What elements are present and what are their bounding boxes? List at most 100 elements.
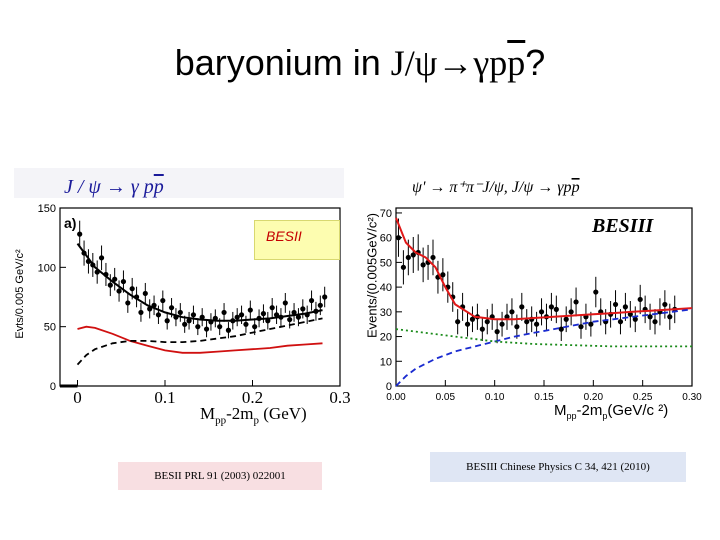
data-point <box>160 297 166 304</box>
data-point <box>519 304 525 310</box>
besiii-chart: ψ' → π⁺π⁻J/ψ, J/ψ → γpp 0 10 20 30 40 50 60 70 0… <box>356 168 702 430</box>
data-point <box>420 262 426 268</box>
y-tick-label: 20 <box>380 332 392 344</box>
data-point <box>308 297 315 304</box>
data-point <box>164 318 170 324</box>
x-tick-label: 0.2 <box>241 388 264 407</box>
data-point <box>455 319 461 325</box>
data-point <box>77 231 83 237</box>
data-point <box>221 309 227 316</box>
data-point <box>234 314 240 320</box>
y-tick-label: 30 <box>380 307 392 319</box>
data-point <box>469 316 476 322</box>
besiii-figure: ψ' → π⁺π⁻J/ψ, J/ψ → γpp 0 10 20 30 40 50 60 70 0… <box>356 168 702 430</box>
title-formula: J/ψ→γpp <box>390 43 526 83</box>
besiii-badge: BESIII <box>591 215 654 237</box>
data-point <box>190 312 197 318</box>
curve-background <box>395 308 693 387</box>
data-point <box>504 314 510 320</box>
besiii-x-axis-label: Mpp-2mp(GeV/c ²) <box>554 402 669 421</box>
data-point <box>588 321 594 327</box>
data-point <box>317 302 323 308</box>
data-point <box>177 309 183 316</box>
curve-phase-space <box>77 325 323 354</box>
data-point <box>499 321 505 327</box>
data-point <box>322 294 328 300</box>
besii-y-axis-label: Evts/0.005 GeV/c² <box>14 249 26 339</box>
data-point <box>617 319 624 325</box>
data-point <box>479 326 485 332</box>
data-point <box>186 318 192 324</box>
data-point <box>182 321 188 327</box>
besii-panel-tag: a) <box>64 215 76 231</box>
data-point <box>637 296 643 303</box>
data-point <box>667 314 673 320</box>
data-point <box>112 276 118 282</box>
besii-reaction-title: J / ψ → γ pp <box>64 176 164 198</box>
x-tick-label: 0.25 <box>633 392 653 403</box>
data-point <box>553 306 559 312</box>
data-point <box>282 300 288 306</box>
data-point <box>116 288 122 294</box>
data-point <box>612 301 619 308</box>
besii-badge-label: BESII <box>266 228 302 244</box>
besiii-reaction-title: ψ' → π⁺π⁻J/ψ, J/ψ → γpp <box>412 179 580 196</box>
data-point <box>548 304 554 310</box>
besiii-reference: BESIII Chinese Physics C 34, 421 (2010) <box>430 452 686 482</box>
data-point <box>269 305 275 311</box>
besiii-y-axis-label: Events/(0.005GeV/c²) <box>364 213 380 338</box>
data-point <box>568 309 574 315</box>
slide-title: baryonium in J/ψ→γpp? <box>0 42 720 84</box>
data-point <box>107 282 113 288</box>
y-tick-label: 10 <box>380 356 392 368</box>
data-point <box>494 329 500 335</box>
y-tick-label: 40 <box>380 282 392 294</box>
y-tick-label: 0 <box>50 381 56 393</box>
data-point <box>534 321 540 327</box>
data-point <box>563 316 569 322</box>
data-point <box>440 272 446 278</box>
x-tick-label: 0 <box>73 388 82 407</box>
x-tick-label: 0.20 <box>584 392 604 403</box>
data-point <box>225 327 232 333</box>
data-point <box>509 309 515 315</box>
curve-fit-total <box>76 243 323 322</box>
data-point <box>199 314 205 320</box>
data-point <box>593 289 599 295</box>
data-point <box>168 305 175 311</box>
x-tick-label: 0.00 <box>386 392 406 403</box>
data-point <box>622 304 628 310</box>
x-tick-label: 0.15 <box>534 392 554 403</box>
data-point <box>662 301 668 308</box>
data-point <box>138 309 144 316</box>
data-point <box>538 309 545 315</box>
data-point <box>514 324 520 330</box>
data-point <box>300 306 306 312</box>
besii-figure: J / ψ → γ pp 0 50 100 150 a) BESII <box>14 168 344 430</box>
curve-fit-total <box>395 217 693 321</box>
curve-phase-space <box>395 328 692 348</box>
data-point <box>125 300 131 306</box>
y-tick-label: 50 <box>44 322 56 334</box>
data-point <box>464 321 471 327</box>
data-point <box>400 264 406 270</box>
data-point <box>155 312 162 318</box>
data-point <box>129 286 135 292</box>
y-tick-label: 0 <box>386 381 392 393</box>
data-point <box>238 312 245 318</box>
y-tick-label: 100 <box>38 262 56 274</box>
y-tick-label: 70 <box>380 208 392 220</box>
data-point <box>558 326 564 332</box>
y-tick-label: 150 <box>38 203 56 215</box>
data-point <box>647 314 653 320</box>
y-tick-label: 60 <box>380 233 392 245</box>
data-point <box>247 307 253 313</box>
data-point <box>273 312 280 318</box>
data-point <box>524 319 530 325</box>
data-point <box>484 319 490 325</box>
besii-chart: J / ψ → γ pp 0 50 100 150 a) <box>14 168 344 430</box>
data-point <box>573 299 579 305</box>
data-point <box>142 290 148 297</box>
data-point <box>395 235 402 241</box>
x-tick-label: 0.3 <box>329 388 351 407</box>
